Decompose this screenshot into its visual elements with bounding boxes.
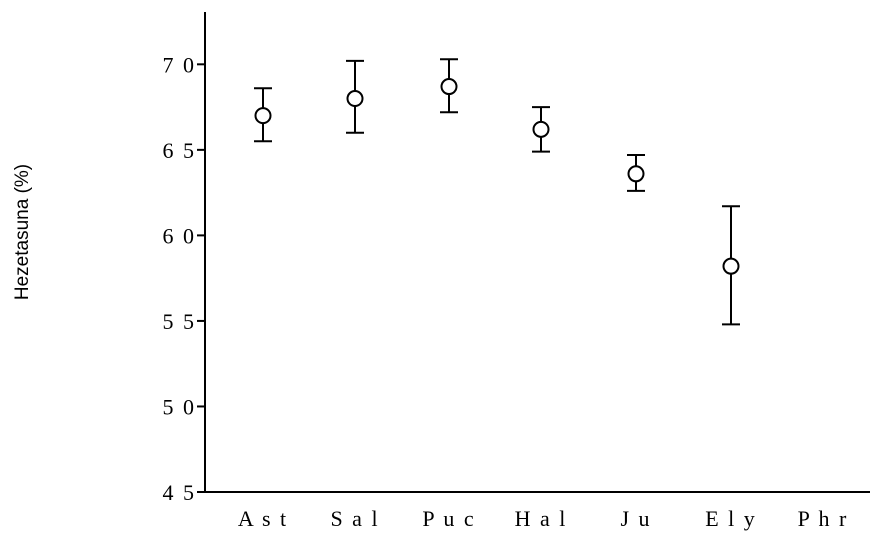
x-tick-label: S a l: [330, 506, 379, 531]
y-tick-label: 7 0: [163, 52, 197, 77]
mean-marker: [254, 107, 272, 125]
data-point-ely: [722, 205, 740, 326]
x-tick-label: H a l: [515, 506, 568, 531]
data-point-ast: [254, 87, 272, 143]
y-tick-label: 6 0: [163, 223, 197, 248]
y-tick-label: 4 5: [163, 480, 197, 505]
mean-marker: [440, 78, 458, 96]
x-tick-label: E l y: [705, 506, 757, 531]
data-point-puc: [440, 58, 458, 114]
mean-marker: [532, 120, 550, 138]
x-tick-label: P u c: [422, 506, 475, 531]
x-tick-label: A s t: [238, 506, 288, 531]
x-tick-label: P h r: [798, 506, 849, 531]
y-tick-label: 5 0: [163, 394, 197, 419]
data-point-ju: [627, 153, 645, 192]
data-point-hal: [532, 106, 550, 153]
y-tick-label: 5 5: [163, 309, 197, 334]
y-axis-ticks: 4 5 5 0 5 5 6 0 6 5 7 0: [163, 52, 205, 505]
mean-marker: [627, 165, 645, 183]
mean-marker: [346, 90, 364, 108]
mean-marker: [722, 257, 740, 275]
x-tick-label: J u: [620, 506, 651, 531]
data-point-sal: [346, 59, 364, 134]
y-axis-label: Hezetasuna (%): [12, 164, 33, 300]
data-points: [254, 58, 740, 326]
y-tick-label: 6 5: [163, 138, 197, 163]
